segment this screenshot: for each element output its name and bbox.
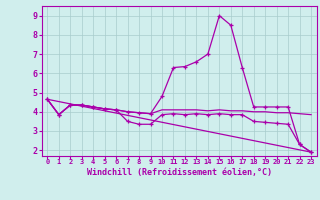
X-axis label: Windchill (Refroidissement éolien,°C): Windchill (Refroidissement éolien,°C) (87, 168, 272, 177)
